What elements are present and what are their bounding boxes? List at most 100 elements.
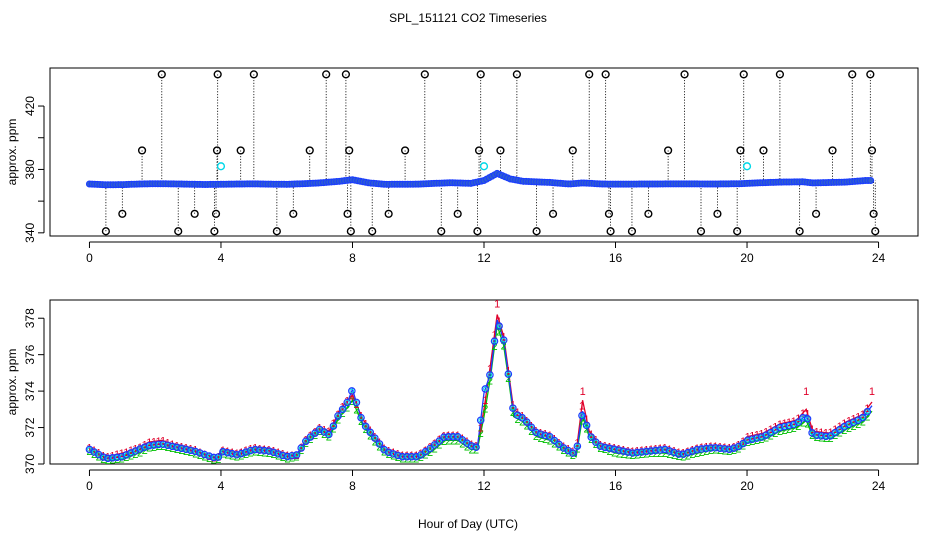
bottom-point-3-inner xyxy=(427,446,433,451)
bottom-point-1: 1 xyxy=(215,452,221,464)
bottom-point-3 xyxy=(481,385,490,393)
bottom-point-1: 1 xyxy=(584,414,590,426)
bottom-point-2: 2 xyxy=(616,448,622,460)
bottom-point-1: 1 xyxy=(676,447,682,459)
bottom-point-2: 2 xyxy=(694,448,700,460)
bottom-point-1: 1 xyxy=(335,409,341,421)
bottom-point-1: 1 xyxy=(284,450,290,462)
bottom-point-2: 2 xyxy=(662,448,668,460)
top-spike-point xyxy=(345,146,354,155)
bottom-point-1: 1 xyxy=(579,401,585,413)
bottom-point-1: 1 xyxy=(459,433,465,445)
bottom-point-3-inner xyxy=(740,441,746,446)
bottom-point-2: 2 xyxy=(450,435,456,447)
top-spike-point xyxy=(322,70,331,79)
bottom-point-2: 2 xyxy=(482,404,488,416)
bottom-point-1: 1 xyxy=(625,445,631,457)
bottom-point-3-inner xyxy=(298,445,304,451)
top-spike-point xyxy=(736,146,745,155)
bottom-point-3 xyxy=(127,449,135,457)
bottom-point-3 xyxy=(292,451,301,459)
bottom-point-3 xyxy=(486,371,494,379)
bottom-point-1: 1 xyxy=(132,444,138,456)
bottom-point-1: 1 xyxy=(699,442,705,454)
top-spike-point xyxy=(795,227,804,236)
bottom-point-2: 2 xyxy=(478,428,484,440)
bottom-x-tick-label: 0 xyxy=(86,479,93,493)
bottom-point-3-inner xyxy=(432,442,437,448)
bottom-point-1: 1 xyxy=(326,426,332,438)
bottom-point-1: 1 xyxy=(312,426,318,438)
bottom-point-3 xyxy=(297,444,305,452)
bottom-point-3-inner xyxy=(326,432,332,437)
bottom-point-3 xyxy=(794,418,803,426)
bottom-point-2: 2 xyxy=(795,421,801,433)
bottom-point-1: 1 xyxy=(105,451,111,463)
top-spike-point xyxy=(869,209,878,218)
bottom-point-1: 1 xyxy=(413,450,419,462)
bottom-point-2: 2 xyxy=(547,435,553,447)
bottom-point-3 xyxy=(301,437,310,446)
bottom-point-1: 1 xyxy=(634,446,640,458)
bottom-point-3 xyxy=(338,405,347,414)
bottom-point-3-inner xyxy=(837,427,842,432)
bottom-y-tick-label: 374 xyxy=(23,381,37,401)
bottom-point-3 xyxy=(858,413,867,422)
bottom-point-2: 2 xyxy=(432,444,438,456)
bottom-point-1: 1 xyxy=(307,430,313,442)
bottom-y-label: approx. ppm xyxy=(5,349,19,416)
bottom-point-3 xyxy=(490,337,499,345)
top-spike-point xyxy=(828,146,837,155)
bottom-point-1: 1 xyxy=(616,443,622,455)
bottom-point-3-inner xyxy=(294,452,299,458)
bottom-point-2: 2 xyxy=(846,423,852,435)
bottom-point-3 xyxy=(366,428,375,437)
bottom-point-2: 2 xyxy=(519,416,525,428)
top-spike-point xyxy=(871,227,880,236)
top-x-tick-label: 0 xyxy=(86,251,93,265)
top-spike-point xyxy=(346,227,355,236)
top-x-tick-label: 8 xyxy=(349,251,356,265)
top-baseline-point xyxy=(867,177,875,185)
bottom-point-1: 1 xyxy=(280,449,286,461)
top-spike-point xyxy=(210,227,219,236)
bottom-point-2: 2 xyxy=(335,414,341,426)
bottom-point-1: 1 xyxy=(671,446,677,458)
top-x-tick-label: 16 xyxy=(609,251,623,265)
bottom-point-1: 1 xyxy=(178,442,184,454)
bottom-point-3 xyxy=(311,429,319,438)
bottom-point-1: 1 xyxy=(607,442,613,454)
bottom-point-1: 1 xyxy=(376,437,382,449)
bottom-point-3-inner xyxy=(510,405,516,411)
bottom-point-2: 2 xyxy=(786,424,792,436)
top-spike-point xyxy=(341,70,351,79)
bottom-point-3-inner xyxy=(423,449,428,454)
bottom-y-tick-label: 378 xyxy=(23,308,37,328)
bottom-point-3-inner xyxy=(865,409,870,414)
top-spike-point xyxy=(713,209,722,218)
bottom-point-1: 1 xyxy=(386,446,392,458)
bottom-point-1: 1 xyxy=(657,443,663,455)
bottom-point-1: 1 xyxy=(694,443,700,455)
bottom-point-1: 1 xyxy=(653,444,659,456)
bottom-point-3-inner xyxy=(805,416,810,422)
top-spike-point xyxy=(137,146,147,155)
top-spike-point xyxy=(512,70,521,79)
bottom-point-2: 2 xyxy=(850,421,856,433)
bottom-point-1: 1 xyxy=(487,363,493,375)
bottom-y-tick-label: 376 xyxy=(23,344,37,364)
bottom-point-1: 1 xyxy=(542,429,548,441)
bottom-point-3-inner xyxy=(377,441,382,447)
bottom-point-1: 1 xyxy=(561,441,567,453)
top-spike-point xyxy=(644,209,653,218)
bottom-x-tick-label: 4 xyxy=(218,479,225,493)
bottom-point-3 xyxy=(587,433,595,441)
bottom-point-1: 1 xyxy=(441,430,447,442)
bottom-point-1: 1 xyxy=(722,442,728,454)
top-spike-point xyxy=(532,227,541,236)
top-spike-point xyxy=(601,70,610,79)
bottom-point-3 xyxy=(504,370,513,378)
bottom-point-1: 1 xyxy=(303,435,309,447)
top-y-tick-label: 340 xyxy=(23,222,37,242)
